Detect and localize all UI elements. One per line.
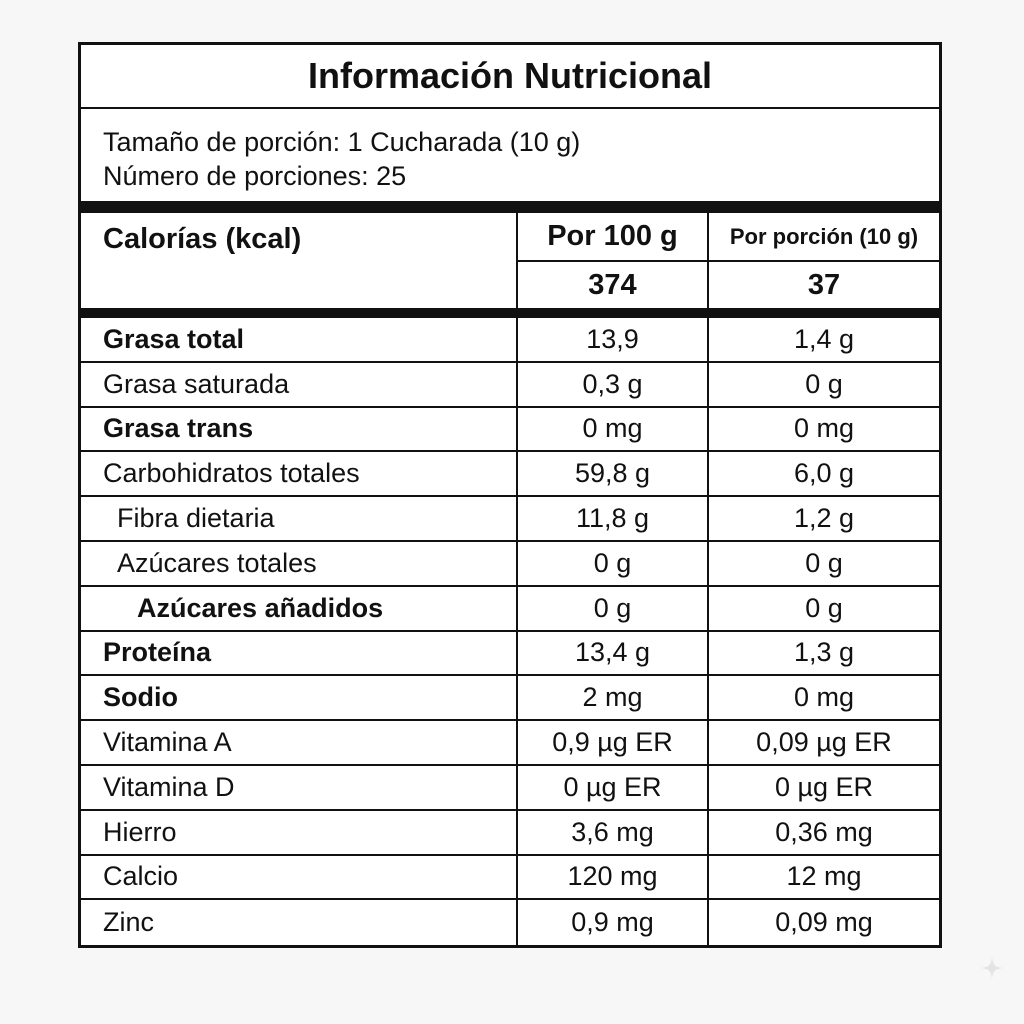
- nutrient-row: Proteína 13,4 g 1,3 g: [81, 631, 939, 677]
- nutrient-value-per-100g: 13,9: [518, 318, 709, 361]
- nutrient-value-per-serving: 1,2 g: [793, 503, 855, 534]
- nutrient-value-per-serving: 0 g: [805, 592, 843, 623]
- nutrient-value-per-100g: 2 mg: [518, 676, 709, 720]
- nutrient-value-per-serving: 1,3 g: [793, 637, 855, 668]
- calories-per-serving: 37: [807, 268, 841, 301]
- nutrient-name: Grasa total: [81, 318, 518, 361]
- nutrient-row: Grasa trans 0 mg 0 mg: [81, 407, 939, 453]
- nutrient-value-per-serving: 0,36 mg: [775, 816, 873, 847]
- nutrient-value-per-100g: 11,8 g: [518, 497, 709, 540]
- nutrient-value-per-serving: 0 mg: [793, 413, 855, 444]
- nutrient-value-per-100g: 0,9 mg: [518, 900, 709, 946]
- calories-per-100g: 374: [518, 262, 709, 308]
- nutrient-value-per-100g: 0 g: [518, 586, 709, 630]
- nutrient-value-per-serving: 12 mg: [786, 861, 862, 892]
- nutrient-name: Fibra dietaria: [81, 497, 518, 540]
- nutrient-row: Grasa saturada 0,3 g 0 g: [81, 362, 939, 408]
- nutrient-value-per-100g: 0,9 µg ER: [518, 721, 709, 764]
- nutrient-name: Azúcares añadidos: [81, 586, 518, 630]
- nutrient-row: Hierro 3,6 mg 0,36 mg: [81, 810, 939, 856]
- nutrient-name: Grasa saturada: [81, 362, 518, 406]
- nutrient-value-per-serving: 0 g: [805, 547, 843, 578]
- nutrient-value-per-100g: 59,8 g: [518, 452, 709, 496]
- nutrient-value-per-100g: 120 mg: [518, 855, 709, 899]
- label-title: Información Nutricional: [81, 45, 939, 109]
- nutrient-value-per-serving: 1,4 g: [793, 323, 855, 354]
- divider-thick: [81, 201, 939, 213]
- nutrient-value-per-100g: 0 mg: [518, 407, 709, 451]
- calories-block: Calorías (kcal) Por 100 g Por porción (1…: [81, 213, 939, 308]
- nutrient-name: Vitamina D: [81, 765, 518, 809]
- nutrient-name: Carbohidratos totales: [81, 452, 518, 496]
- nutrient-value-per-serving: 6,0 g: [793, 458, 855, 489]
- divider-thick: [81, 308, 939, 318]
- nutrient-value-per-serving: 0 µg ER: [774, 771, 874, 802]
- nutrient-value-per-100g: 0 µg ER: [518, 765, 709, 809]
- nutrient-row: Zinc 0,9 mg 0,09 mg: [81, 900, 939, 946]
- nutrient-value-per-100g: 13,4 g: [518, 631, 709, 675]
- servings-per-container: Número de porciones: 25: [103, 161, 407, 191]
- nutrient-value-per-100g: 0,3 g: [518, 362, 709, 406]
- nutrient-row: Vitamina A 0,9 µg ER 0,09 µg ER: [81, 721, 939, 766]
- nutrient-row: Sodio 2 mg 0 mg: [81, 676, 939, 722]
- nutrient-value-per-100g: 3,6 mg: [518, 810, 709, 854]
- serving-size: Tamaño de porción: 1 Cucharada (10 g): [103, 127, 581, 157]
- serving-info: Tamaño de porción: 1 Cucharada (10 g) Nú…: [81, 109, 939, 201]
- nutrient-value-per-100g: 0 g: [518, 541, 709, 585]
- nutrient-name: Sodio: [81, 676, 518, 720]
- nutrient-name: Proteína: [81, 631, 518, 675]
- sparkle-icon: [981, 957, 1003, 979]
- nutrient-name: Azúcares totales: [81, 541, 518, 585]
- nutrition-facts-label: Información Nutricional Tamaño de porció…: [78, 42, 942, 949]
- nutrient-name: Vitamina A: [81, 721, 518, 764]
- column-header-per-serving: Por porción (10 g): [709, 213, 939, 262]
- nutrient-name: Grasa trans: [81, 407, 518, 451]
- nutrient-name: Calcio: [81, 855, 518, 899]
- nutrient-value-per-serving: 0,09 mg: [775, 907, 873, 938]
- nutrient-name: Hierro: [81, 810, 518, 854]
- column-header-per-100g: Por 100 g: [518, 213, 709, 262]
- nutrient-name: Zinc: [81, 900, 518, 946]
- nutrient-row: Calcio 120 mg 12 mg: [81, 855, 939, 901]
- nutrient-value-per-serving: 0 mg: [793, 682, 855, 713]
- nutrient-row: Grasa total 13,9 1,4 g: [81, 318, 939, 363]
- nutrient-row: Carbohidratos totales 59,8 g 6,0 g: [81, 452, 939, 498]
- nutrient-value-per-serving: 0 g: [805, 368, 843, 399]
- calories-label: Calorías (kcal): [81, 213, 518, 308]
- nutrient-row: Fibra dietaria 11,8 g 1,2 g: [81, 497, 939, 542]
- nutrient-value-per-serving: 0,09 µg ER: [756, 727, 892, 758]
